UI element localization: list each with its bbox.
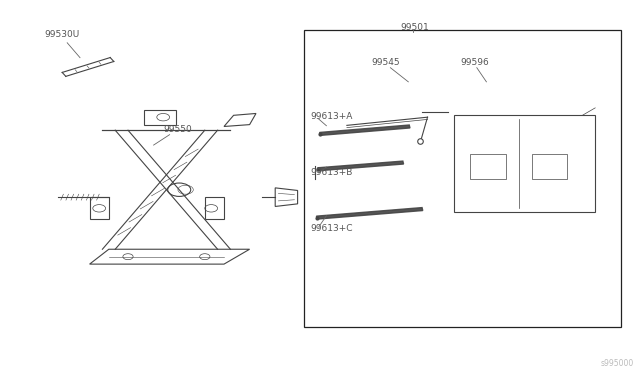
Bar — [454, 115, 595, 212]
Bar — [144, 110, 176, 125]
Bar — [304, 30, 621, 327]
Text: 99613+A: 99613+A — [310, 112, 353, 121]
Bar — [532, 154, 567, 179]
Text: 99545: 99545 — [371, 58, 400, 67]
Polygon shape — [316, 208, 423, 219]
Text: 99550: 99550 — [163, 125, 192, 134]
Text: 99501: 99501 — [400, 23, 429, 32]
Text: 99613+C: 99613+C — [310, 224, 353, 233]
Polygon shape — [319, 125, 410, 135]
Text: 99530U: 99530U — [45, 30, 80, 39]
Text: s995000: s995000 — [600, 359, 634, 368]
Bar — [470, 154, 506, 179]
Polygon shape — [317, 161, 404, 171]
Text: 99596: 99596 — [461, 58, 490, 67]
Text: 99613+B: 99613+B — [310, 169, 353, 177]
